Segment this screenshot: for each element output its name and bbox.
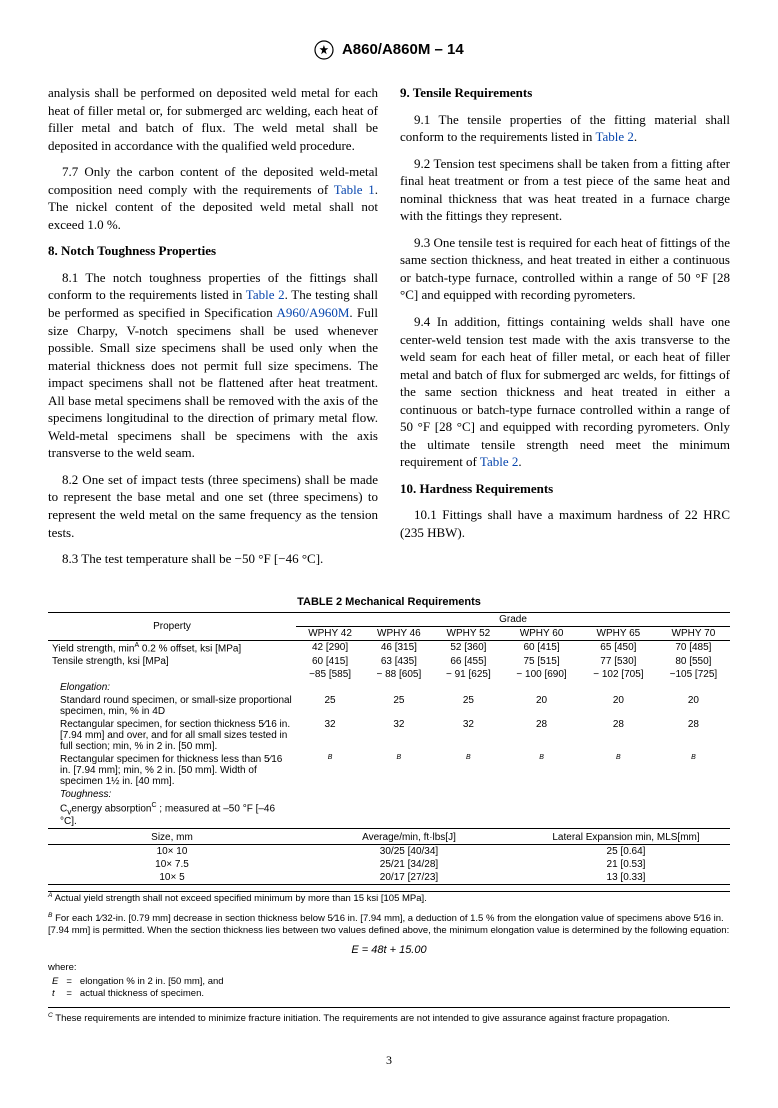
property-value: 75 [515] bbox=[503, 655, 580, 668]
designation: A860/A860M – 14 bbox=[342, 41, 464, 58]
elong-value: 25 bbox=[296, 694, 364, 718]
elong-label: Standard round specimen, or small-size p… bbox=[48, 694, 296, 718]
elong-value: B bbox=[434, 753, 504, 788]
elong-value: B bbox=[657, 753, 730, 788]
para-9-1: 9.1 The tensile properties of the fittin… bbox=[400, 111, 730, 146]
astm-logo-icon bbox=[314, 40, 334, 60]
elong-value: 20 bbox=[657, 694, 730, 718]
grade-header: WPHY 60 bbox=[503, 626, 580, 640]
elong-label: Rectangular specimen, for section thickn… bbox=[48, 718, 296, 753]
footnote-b: B For each 1⁄32-in. [0.79 mm] decrease i… bbox=[48, 912, 730, 938]
grade-header: WPHY 52 bbox=[434, 626, 504, 640]
size-cell: 10× 7.5 bbox=[48, 858, 296, 871]
property-value: 52 [360] bbox=[434, 640, 504, 655]
para-9-2: 9.2 Tension test specimens shall be take… bbox=[400, 155, 730, 225]
table-2-title: TABLE 2 Mechanical Requirements bbox=[48, 596, 730, 608]
property-value: − 102 [705] bbox=[580, 668, 657, 681]
section-9-heading: 9. Tensile Requirements bbox=[400, 84, 730, 102]
table2-link-b[interactable]: Table 2 bbox=[595, 129, 633, 144]
th-avg: Average/min, ft·lbs[J] bbox=[296, 831, 522, 845]
property-value: 46 [315] bbox=[364, 640, 434, 655]
grade-header: WPHY 46 bbox=[364, 626, 434, 640]
para-10-1: 10.1 Fittings shall have a maximum hardn… bbox=[400, 506, 730, 541]
property-label bbox=[48, 668, 296, 681]
para-9-3: 9.3 One tensile test is required for eac… bbox=[400, 234, 730, 304]
body-columns: analysis shall be performed on deposited… bbox=[48, 84, 730, 568]
toughness-sub: Cvenergy absorptionC ; measured at –50 °… bbox=[48, 801, 296, 829]
elong-value: 32 bbox=[434, 718, 504, 753]
elong-value: 25 bbox=[364, 694, 434, 718]
lat-cell: 13 [0.33] bbox=[522, 871, 730, 885]
grade-header: WPHY 65 bbox=[580, 626, 657, 640]
property-value: 63 [435] bbox=[364, 655, 434, 668]
size-cell: 10× 5 bbox=[48, 871, 296, 885]
table2-link-c[interactable]: Table 2 bbox=[480, 454, 518, 469]
elong-value: 25 bbox=[434, 694, 504, 718]
elong-value: 20 bbox=[580, 694, 657, 718]
grade-header: WPHY 42 bbox=[296, 626, 364, 640]
elong-value: 20 bbox=[503, 694, 580, 718]
para-8-2: 8.2 One set of impact tests (three speci… bbox=[48, 471, 378, 541]
grade-header: WPHY 70 bbox=[657, 626, 730, 640]
property-value: 60 [415] bbox=[503, 640, 580, 655]
elong-value: 28 bbox=[657, 718, 730, 753]
th-property: Property bbox=[48, 612, 296, 640]
section-8-heading: 8. Notch Toughness Properties bbox=[48, 242, 378, 260]
property-value: −85 [585] bbox=[296, 668, 364, 681]
para-8-1: 8.1 The notch toughness properties of th… bbox=[48, 269, 378, 462]
elong-value: 28 bbox=[580, 718, 657, 753]
elong-value: 32 bbox=[364, 718, 434, 753]
elong-value: B bbox=[503, 753, 580, 788]
property-value: 77 [530] bbox=[580, 655, 657, 668]
para-continued: analysis shall be performed on deposited… bbox=[48, 84, 378, 154]
t-def: actual thickness of specimen. bbox=[76, 988, 228, 1000]
table2-link[interactable]: Table 2 bbox=[246, 287, 285, 302]
size-cell: 10× 10 bbox=[48, 845, 296, 859]
elongation-header: Elongation: bbox=[48, 681, 296, 694]
E-def: elongation % in 2 in. [50 mm], and bbox=[76, 976, 228, 988]
property-value: −105 [725] bbox=[657, 668, 730, 681]
para-9-4: 9.4 In addition, fittings containing wel… bbox=[400, 313, 730, 471]
property-value: − 100 [690] bbox=[503, 668, 580, 681]
th-lateral: Lateral Expansion min, MLS[mm] bbox=[522, 831, 730, 845]
property-value: 60 [415] bbox=[296, 655, 364, 668]
avg-cell: 30/25 [40/34] bbox=[296, 845, 522, 859]
elong-value: 32 bbox=[296, 718, 364, 753]
page-number: 3 bbox=[48, 1053, 730, 1068]
property-value: 70 [485] bbox=[657, 640, 730, 655]
property-value: − 88 [605] bbox=[364, 668, 434, 681]
para-8-3: 8.3 The test temperature shall be −50 °F… bbox=[48, 550, 378, 568]
elong-value: B bbox=[296, 753, 364, 788]
elong-value: 28 bbox=[503, 718, 580, 753]
table1-link[interactable]: Table 1 bbox=[334, 182, 375, 197]
footnote-a: A Actual yield strength shall not exceed… bbox=[48, 891, 730, 906]
property-value: 66 [455] bbox=[434, 655, 504, 668]
th-size: Size, mm bbox=[48, 831, 296, 845]
elong-value: B bbox=[580, 753, 657, 788]
equation: E = 48t + 15.00 bbox=[48, 944, 730, 956]
property-label: Yield strength, minA 0.2 % offset, ksi [… bbox=[48, 640, 296, 655]
para-7-7: 7.7 Only the carbon content of the depos… bbox=[48, 163, 378, 233]
where-label: where: bbox=[48, 962, 730, 974]
property-value: 42 [290] bbox=[296, 640, 364, 655]
table-2: TABLE 2 Mechanical Requirements Property… bbox=[48, 596, 730, 1026]
lat-cell: 21 [0.53] bbox=[522, 858, 730, 871]
property-value: 65 [450] bbox=[580, 640, 657, 655]
avg-cell: 20/17 [27/23] bbox=[296, 871, 522, 885]
a960-link[interactable]: A960/A960M bbox=[276, 305, 349, 320]
avg-cell: 25/21 [34/28] bbox=[296, 858, 522, 871]
property-value: − 91 [625] bbox=[434, 668, 504, 681]
elong-label: Rectangular specimen for thickness less … bbox=[48, 753, 296, 788]
th-grade: Grade bbox=[296, 612, 730, 626]
lat-cell: 25 [0.64] bbox=[522, 845, 730, 859]
property-value: 80 [550] bbox=[657, 655, 730, 668]
toughness-header: Toughness: bbox=[48, 788, 296, 801]
section-10-heading: 10. Hardness Requirements bbox=[400, 480, 730, 498]
footnote-c: C These requirements are intended to min… bbox=[48, 1007, 730, 1026]
elong-value: B bbox=[364, 753, 434, 788]
standard-header: A860/A860M – 14 bbox=[48, 40, 730, 60]
property-label: Tensile strength, ksi [MPa] bbox=[48, 655, 296, 668]
